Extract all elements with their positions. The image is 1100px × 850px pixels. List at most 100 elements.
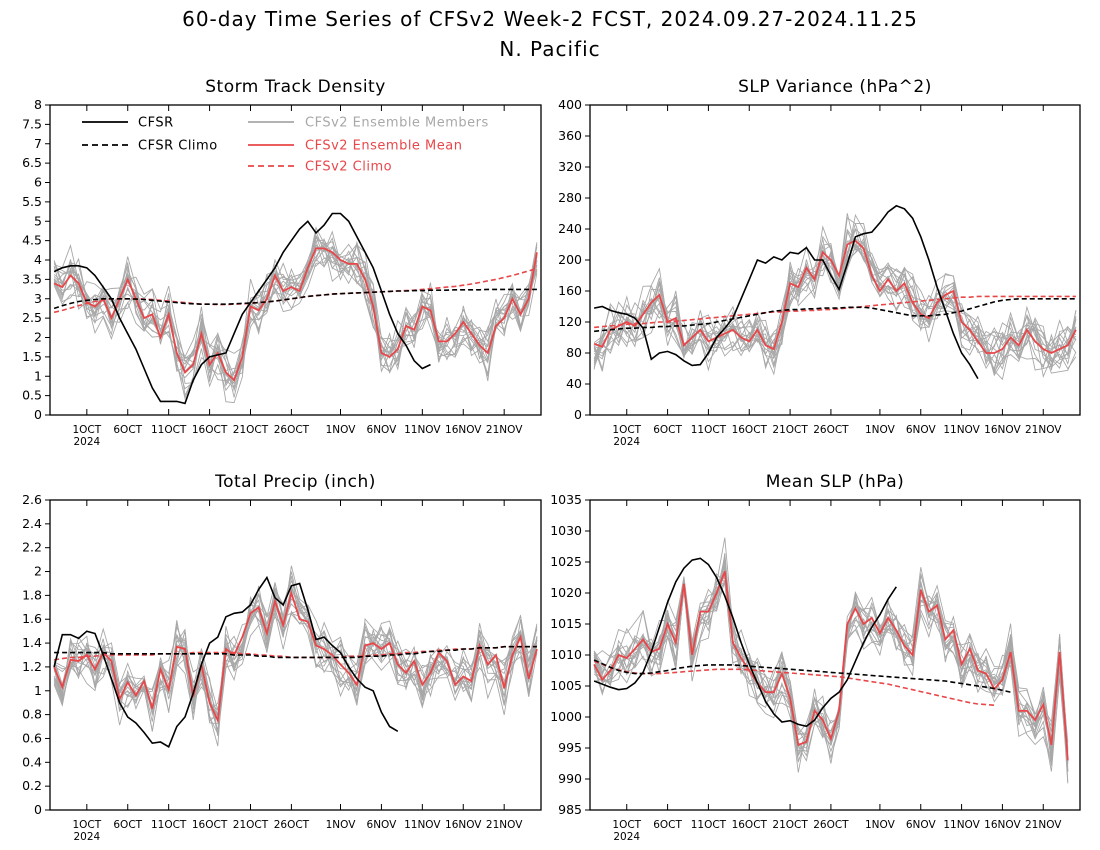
y-tick-label: 0.8	[22, 707, 42, 722]
ensemble-mean-line	[593, 239, 1077, 354]
ensemble-member-line	[593, 235, 1077, 366]
x-tick-label: 11OCT	[691, 819, 727, 831]
ensemble-mean-line	[593, 570, 1069, 761]
y-tick-label: 240	[558, 221, 582, 236]
ensemble-member-line	[53, 246, 538, 387]
y-tick-label: 6	[34, 175, 42, 190]
x-tick-label: 1OCT	[612, 424, 641, 436]
y-tick-label: 0.2	[22, 778, 42, 793]
x-tick-label: 16NOV	[445, 424, 482, 436]
y-tick-label: 5.5	[22, 194, 42, 209]
legend-label: CFSR Climo	[138, 139, 218, 154]
y-tick-label: 160	[558, 283, 582, 298]
figure-subtitle: N. Pacific	[499, 37, 600, 61]
y-tick-label: 200	[558, 252, 582, 267]
x-tick-label: 21OCT	[772, 424, 808, 436]
ensemble-member-line	[53, 229, 538, 384]
y-tick-label: 400	[558, 97, 582, 112]
x-tick-label: 1OCT	[72, 819, 101, 831]
y-tick-label: 1.6	[22, 611, 42, 626]
ensemble-member-line	[593, 570, 1069, 763]
ensemble-mean-line	[53, 589, 538, 724]
x-tick-label: 6OCT	[113, 819, 142, 831]
x-tick-label: 6NOV	[367, 424, 398, 436]
x-tick-label: 1OCT	[72, 424, 101, 436]
ensemble-member-line	[593, 576, 1069, 753]
y-tick-label: 8	[34, 97, 42, 112]
x-tick-label: 6NOV	[906, 819, 937, 831]
y-tick-label: 320	[558, 159, 582, 174]
panel-1: Storm Track Density 0 0.5 1 1.5 2 2.5 3 3.5 4 4.5 5…	[22, 77, 542, 448]
ensemble-member-line	[593, 243, 1077, 377]
x-tick-label: 16NOV	[445, 819, 482, 831]
y-tick-label: 80	[566, 345, 582, 360]
y-tick-label: 40	[566, 376, 582, 391]
x-tick-label: 11NOV	[404, 819, 441, 831]
ensemble-member-line	[593, 227, 1077, 376]
y-tick-label: 1020	[550, 585, 582, 600]
legend-label: CFSR	[138, 116, 174, 131]
x-tick-label: 6OCT	[653, 819, 682, 831]
y-tick-label: 1025	[550, 554, 582, 569]
x-tick-label: 11OCT	[151, 819, 187, 831]
x-tick-label: 26OCT	[813, 819, 849, 831]
x-tick-label: 16NOV	[984, 819, 1021, 831]
x-tick-label: 11NOV	[404, 424, 441, 436]
x-tick-label: 16OCT	[192, 424, 228, 436]
y-tick-label: 5	[34, 213, 42, 228]
cfsr-climo-line	[594, 297, 1076, 333]
x-tick-label: 11OCT	[151, 424, 187, 436]
x-tick-label: 26OCT	[274, 819, 310, 831]
x-tick-label: 16NOV	[984, 424, 1021, 436]
y-tick-label: 7.5	[22, 116, 42, 131]
panel-title: Mean SLP (hPa)	[766, 472, 905, 492]
cfsr-climo-line	[53, 288, 537, 310]
x-tick-label: 1NOV	[326, 819, 357, 831]
panel-2: SLP Variance (hPa^2) 0 40 80 120 160 200 240 280…	[558, 77, 1081, 448]
y-tick-label: 4	[34, 252, 42, 267]
y-tick-label: 2	[34, 330, 42, 345]
x-tick-label: 16OCT	[732, 819, 768, 831]
y-tick-label: 0	[34, 802, 42, 817]
y-tick-label: 1	[34, 683, 42, 698]
y-tick-label: 0	[34, 407, 42, 422]
ensemble-mean-line	[53, 247, 538, 382]
legend: CFSR CFSR Climo CFSv2 Ensemble Members CFSv…	[82, 116, 488, 175]
panel-title: SLP Variance (hPa^2)	[738, 77, 932, 97]
ensemble-member-line	[593, 223, 1077, 363]
x-tick-label: 21NOV	[1025, 819, 1062, 831]
x-tick-label: 1OCT	[612, 819, 641, 831]
y-tick-label: 2	[34, 564, 42, 579]
y-tick-label: 1000	[550, 709, 582, 724]
x-year-label: 2024	[613, 436, 640, 448]
x-tick-label: 6NOV	[367, 819, 398, 831]
plot-area	[593, 537, 1069, 784]
ensemble-member-line	[593, 567, 1069, 765]
x-tick-label: 21NOV	[486, 819, 523, 831]
x-tick-label: 26OCT	[274, 424, 310, 436]
cfsr-line	[53, 212, 431, 405]
x-tick-label: 21NOV	[1025, 424, 1062, 436]
y-tick-label: 1015	[550, 616, 582, 631]
figure-title: 60-day Time Series of CFSv2 Week-2 FCST,…	[182, 7, 918, 31]
plot-frame	[49, 104, 542, 416]
ensemble-member-line	[593, 574, 1069, 772]
y-tick-label: 0.5	[22, 388, 42, 403]
y-tick-label: 1030	[550, 523, 582, 538]
y-tick-label: 1035	[550, 492, 582, 507]
ensemble-member-line	[593, 229, 1077, 371]
y-tick-label: 3	[34, 291, 42, 306]
x-tick-label: 6OCT	[113, 424, 142, 436]
panel-title: Total Precip (inch)	[214, 472, 376, 492]
y-tick-label: 2.4	[22, 516, 42, 531]
x-tick-label: 21NOV	[486, 424, 523, 436]
ensemble-member-line	[53, 565, 538, 725]
x-tick-label: 16OCT	[192, 819, 228, 831]
y-tick-label: 1.2	[22, 659, 42, 674]
y-tick-label: 2.5	[22, 310, 42, 325]
x-year-label: 2024	[73, 831, 100, 843]
x-tick-label: 1NOV	[326, 424, 357, 436]
y-tick-label: 120	[558, 314, 582, 329]
plot-frame	[49, 499, 542, 811]
